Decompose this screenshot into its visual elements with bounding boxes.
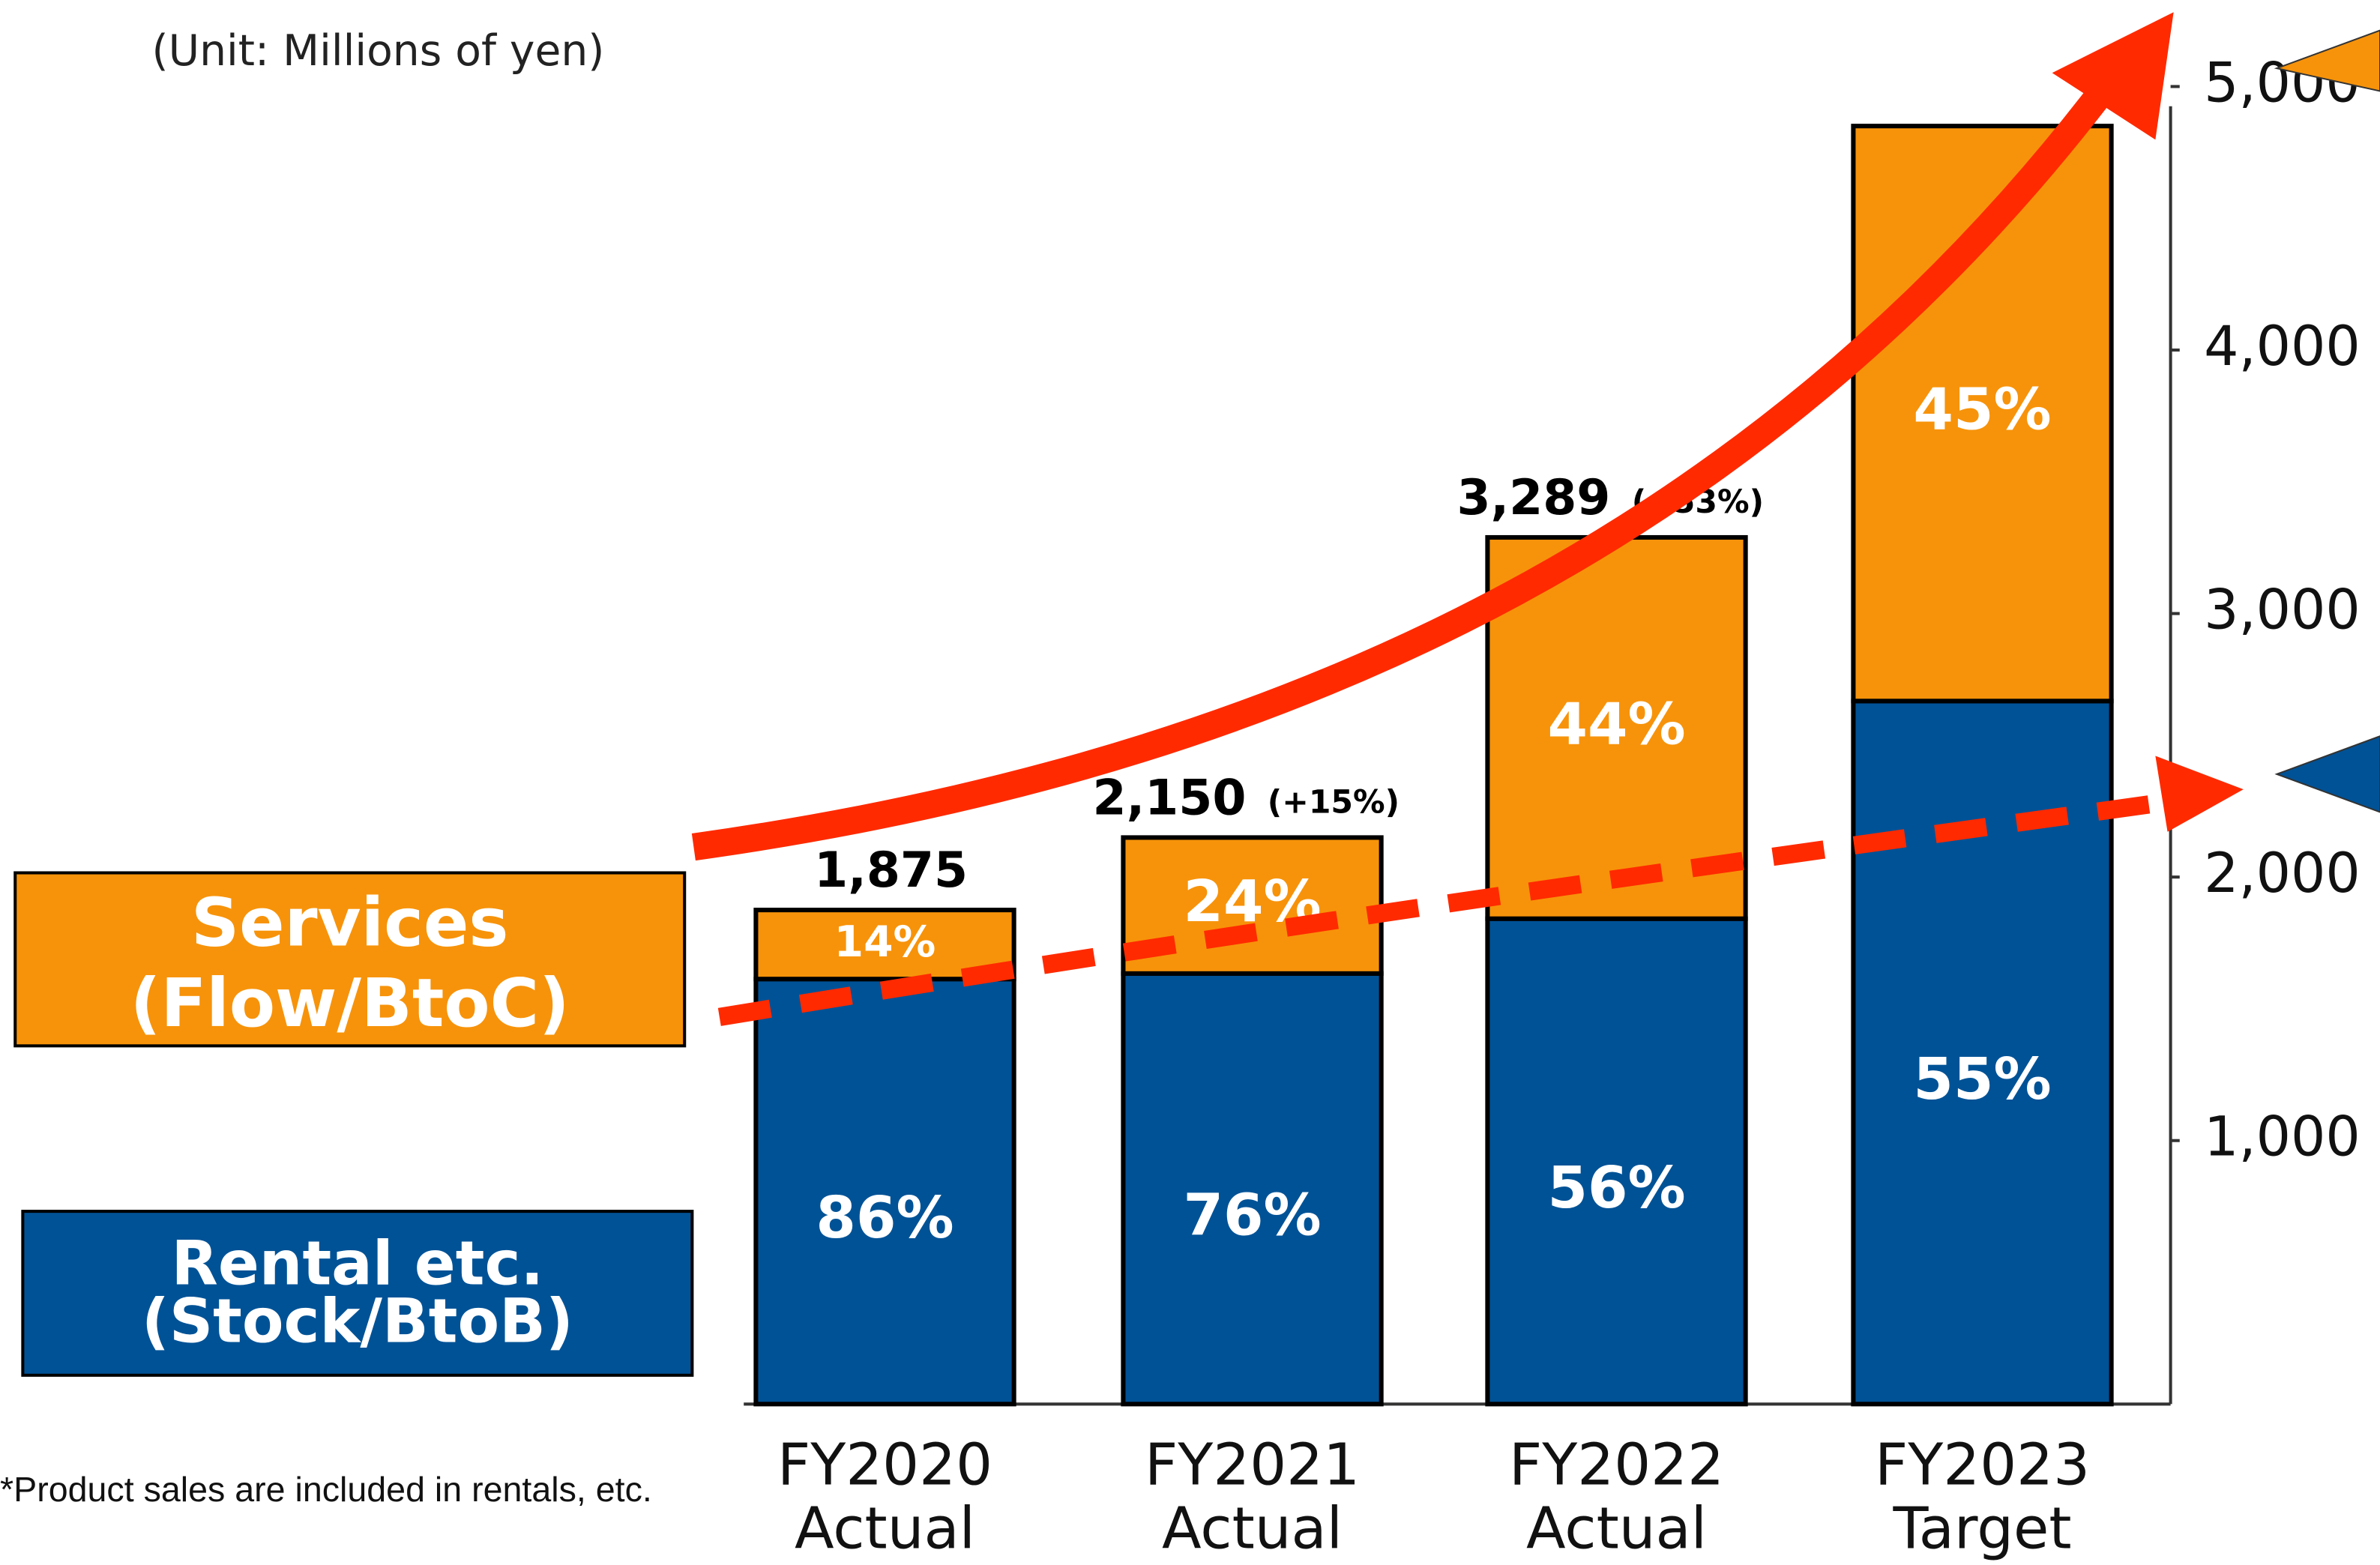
share-label: 55% <box>1913 1046 2051 1113</box>
x-tick-label: FY2021 Actual <box>1144 1431 1361 1562</box>
growth-arrow-head <box>2052 12 2174 140</box>
y-tick-label: 1,000 <box>2204 1106 2361 1169</box>
trend-arrow-head <box>2155 756 2244 832</box>
x-tick-label: FY2022 Actual <box>1508 1431 1725 1562</box>
bar-segment <box>753 977 1016 1407</box>
total-label: 2,150 <box>1092 770 1246 826</box>
legend-label: Services (Flow/BtoC) <box>130 884 570 1043</box>
legend-swatch <box>21 1210 694 1377</box>
marker-orange <box>2274 29 2380 92</box>
growth-label: (+15%) <box>1268 784 1400 821</box>
y-tick-label: 3,000 <box>2204 579 2361 642</box>
bar-segment <box>1121 971 1384 1407</box>
footnote: *Product sales are included in rentals, … <box>0 1469 652 1510</box>
share-label: 45% <box>1913 377 2051 444</box>
share-label: 14% <box>834 917 936 967</box>
x-tick-label: FY2023 Target <box>1874 1431 2091 1562</box>
bar-segment <box>1485 534 1748 921</box>
share-label: 86% <box>816 1185 953 1252</box>
total-label: 1,875 <box>814 842 968 899</box>
legend-swatch <box>13 871 687 1048</box>
legend-label: Rental etc. (Stock/BtoB) <box>141 1229 573 1357</box>
trend-arrow <box>717 792 2172 1026</box>
y-tick-label: 4,000 <box>2204 315 2361 379</box>
bar-segment <box>1851 699 2114 1407</box>
share-label: 44% <box>1547 691 1685 758</box>
x-tick-label: FY2020 Actual <box>777 1431 993 1562</box>
share-label: 56% <box>1547 1155 1685 1222</box>
share-label: 76% <box>1183 1183 1321 1249</box>
marker-blue <box>2274 735 2380 813</box>
total-label: 3,289 <box>1456 470 1610 526</box>
y-tick-label: 2,000 <box>2204 842 2361 905</box>
growth-arrow <box>691 52 2136 861</box>
unit-note: (Unit: Millions of yen) <box>151 25 605 76</box>
